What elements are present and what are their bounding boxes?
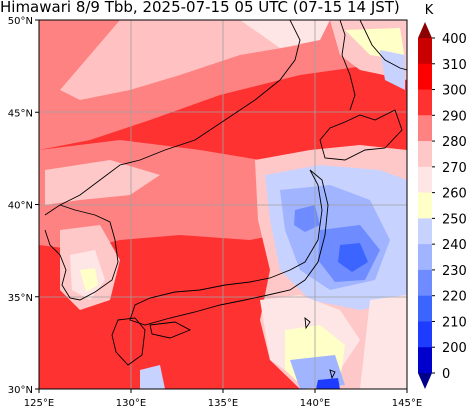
colorbar-segment xyxy=(418,89,432,116)
longitude-axis: 125°E 130°E 135°E 140°E 145°E xyxy=(24,389,422,409)
colorbar-tick-label: 310 xyxy=(442,58,467,73)
colorbar-segment xyxy=(418,295,432,322)
colorbar-segment xyxy=(418,269,432,297)
colorbar-segment xyxy=(418,38,432,65)
colorbar-segment xyxy=(418,192,432,219)
colorbar-tick-label: 270 xyxy=(442,161,467,176)
colorbar-tick-label: 240 xyxy=(442,238,467,253)
colorbar-segment xyxy=(418,218,432,245)
colorbar-tick-labels: 400 310 300 290 280 270 260 250 240 230 220 210 200 0 xyxy=(432,32,467,382)
lat-label: 35°N xyxy=(8,293,33,304)
coastlines xyxy=(44,20,407,380)
colorbar-segment xyxy=(418,244,432,271)
colorbar-segment xyxy=(418,321,432,348)
colorbar xyxy=(418,22,432,389)
colorbar-tick-label: 230 xyxy=(442,264,467,279)
lat-label: 30°N xyxy=(8,385,33,396)
colorbar-unit: K xyxy=(425,3,434,18)
colorbar-tick-label: 250 xyxy=(442,212,467,227)
graticule xyxy=(39,20,407,389)
colorbar-tick-label: 260 xyxy=(442,187,467,202)
colorbar-segment xyxy=(418,141,432,168)
colorbar-segment xyxy=(418,115,432,142)
satellite-imagery xyxy=(39,20,407,389)
latitude-axis: 50°N 45°N 40°N 35°N 30°N xyxy=(8,16,39,396)
colorbar-tick-label: 200 xyxy=(442,341,467,356)
colorbar-extend-max xyxy=(418,22,432,38)
colorbar-tick-label: 210 xyxy=(442,315,467,330)
colorbar-segment xyxy=(418,166,432,194)
colorbar-tick-label: 0 xyxy=(442,367,450,382)
colorbar-tick-label: 220 xyxy=(442,290,467,305)
lat-label: 50°N xyxy=(8,16,33,27)
colorbar-tick-label: 280 xyxy=(442,135,467,150)
lon-label: 135°E xyxy=(208,398,238,409)
map-title: Himawari 8/9 Tbb, 2025-07-15 05 UTC (07-… xyxy=(0,0,400,16)
lon-label: 125°E xyxy=(24,398,54,409)
lat-label: 45°N xyxy=(8,108,33,119)
colorbar-tick-label: 300 xyxy=(442,84,467,99)
lon-label: 140°E xyxy=(300,398,330,409)
colorbar-extend-min xyxy=(418,373,432,389)
colorbar-segment xyxy=(418,347,432,374)
lat-label: 40°N xyxy=(8,201,33,212)
colorbar-segment xyxy=(418,63,432,91)
colorbar-tick-label: 290 xyxy=(442,109,467,124)
colorbar-tick-label: 400 xyxy=(442,32,467,47)
lon-label: 130°E xyxy=(116,398,146,409)
lon-label: 145°E xyxy=(392,398,422,409)
